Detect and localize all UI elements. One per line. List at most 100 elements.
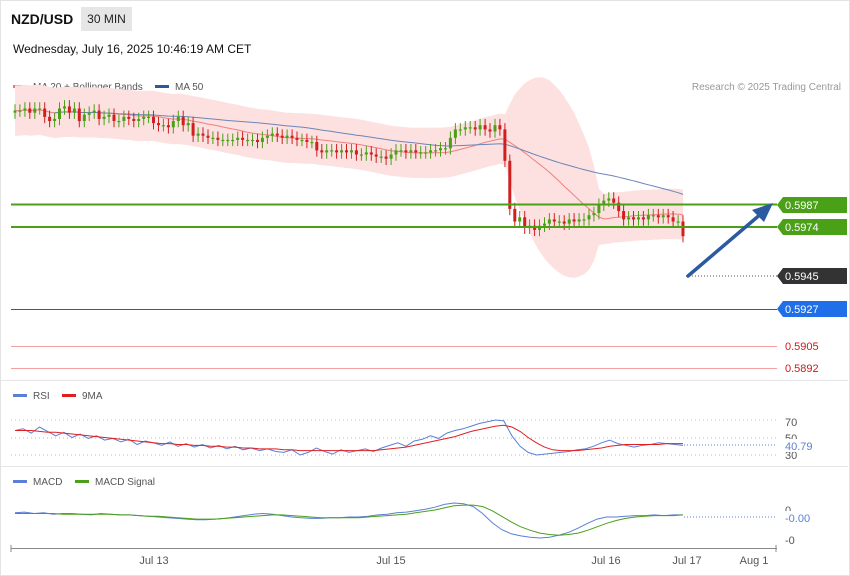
candle-body	[671, 217, 675, 222]
datetime-label: Wednesday, July 16, 2025 10:46:19 AM CET	[13, 42, 252, 56]
candle-body	[369, 152, 373, 155]
candle-body	[285, 135, 289, 138]
candle-body	[211, 137, 215, 139]
timeframe-badge[interactable]: 30 MIN	[81, 7, 132, 31]
candle-body	[518, 217, 522, 222]
level-tag-0.5987: 0.5987	[777, 197, 847, 213]
candle-body	[216, 137, 220, 140]
candle-body	[236, 137, 240, 140]
candle-body	[612, 198, 616, 203]
candle-body	[374, 154, 378, 157]
macd-series-macd	[14, 502, 683, 539]
symbol-title: NZD/USD	[11, 11, 74, 27]
candle-body	[176, 116, 180, 121]
candle-body	[543, 223, 546, 226]
candle-body	[493, 125, 497, 132]
projection-arrow-shaft	[686, 211, 764, 278]
candle-body	[364, 152, 368, 155]
candle-body	[379, 156, 383, 158]
candle-body	[335, 150, 339, 153]
candle-body	[77, 108, 81, 122]
legend-label-rsi: RSI	[33, 391, 50, 402]
candle-body	[508, 160, 512, 209]
candle-body	[28, 108, 32, 113]
candle-body	[513, 208, 517, 222]
candle-body	[646, 215, 650, 220]
legend-swatch-9ma	[62, 394, 76, 397]
candle-body	[23, 108, 27, 111]
candle-body	[384, 156, 388, 159]
candle-body	[434, 150, 438, 152]
candle-body	[557, 221, 561, 223]
candle-body	[592, 213, 596, 216]
svg-text:0.5927: 0.5927	[785, 304, 819, 316]
candle-body	[488, 129, 492, 132]
candle-body	[226, 139, 230, 142]
legend-swatch-macd-signal	[75, 480, 89, 483]
candle-body	[468, 127, 472, 129]
level-tag-0.5974: 0.5974	[777, 219, 847, 235]
rsi-tick-70: 70	[785, 417, 797, 429]
candle-body	[330, 150, 334, 152]
macd-series-signal	[15, 504, 684, 536]
candle-body	[627, 217, 631, 220]
candle-body	[651, 215, 655, 217]
candle-body	[72, 108, 76, 113]
level-tag-current-price: 0.5945	[777, 268, 847, 284]
candle-body	[206, 135, 210, 138]
candle-body	[676, 221, 680, 223]
x-axis-label-aug1: Aug 1	[740, 555, 769, 567]
projection-arrow-head	[752, 203, 773, 222]
candle-body	[241, 137, 245, 140]
candle-body	[152, 116, 155, 124]
macd-value-bg	[780, 511, 814, 524]
candle-body	[122, 116, 126, 121]
candle-body	[142, 116, 146, 119]
candle-body	[196, 133, 200, 136]
candle-body	[191, 123, 195, 136]
candle-body	[359, 154, 363, 156]
candle-body	[161, 125, 165, 127]
candle-body	[562, 221, 566, 224]
candle-body	[300, 139, 304, 142]
candle-body	[67, 106, 71, 113]
candle-body	[33, 108, 37, 113]
candle-body	[345, 150, 348, 153]
candle-body	[666, 215, 670, 218]
candle-body	[186, 123, 190, 126]
candle-body	[290, 135, 294, 138]
candle-body	[320, 150, 324, 153]
candle-body	[409, 150, 413, 153]
candle-body	[18, 110, 22, 112]
candle-body	[572, 219, 576, 222]
candle-body	[171, 121, 175, 128]
candle-body	[552, 219, 556, 222]
candle-body	[325, 150, 329, 153]
candle-body	[43, 108, 47, 117]
candle-body	[399, 150, 403, 152]
candle-body	[622, 211, 626, 220]
candle-body	[394, 150, 398, 155]
x-axis-label-jul17: Jul 17	[672, 555, 701, 567]
svg-text:0.5945: 0.5945	[785, 271, 819, 283]
candle-body	[117, 121, 121, 123]
candle-body	[87, 112, 91, 115]
legend-label-ma50: MA 50	[175, 82, 204, 93]
candle-body	[424, 152, 428, 154]
candle-body	[637, 217, 640, 220]
x-axis-label-jul15: Jul 15	[376, 555, 405, 567]
legend-label-macd: MACD	[33, 477, 62, 488]
candle-body	[275, 133, 279, 136]
candle-body	[661, 215, 665, 218]
candle-body	[602, 200, 606, 205]
candle-body	[473, 127, 477, 130]
level-tag-0.5927: 0.5927	[777, 301, 847, 317]
legend-label-macd-signal: MACD Signal	[95, 477, 155, 488]
candle-body	[567, 219, 571, 224]
x-axis-label-jul13: Jul 13	[139, 555, 168, 567]
copyright-label: Research © 2025 Trading Central	[692, 82, 841, 93]
candle-body	[681, 221, 685, 237]
candle-body	[305, 139, 309, 142]
candle-body	[439, 148, 442, 151]
candle-body	[414, 150, 418, 153]
